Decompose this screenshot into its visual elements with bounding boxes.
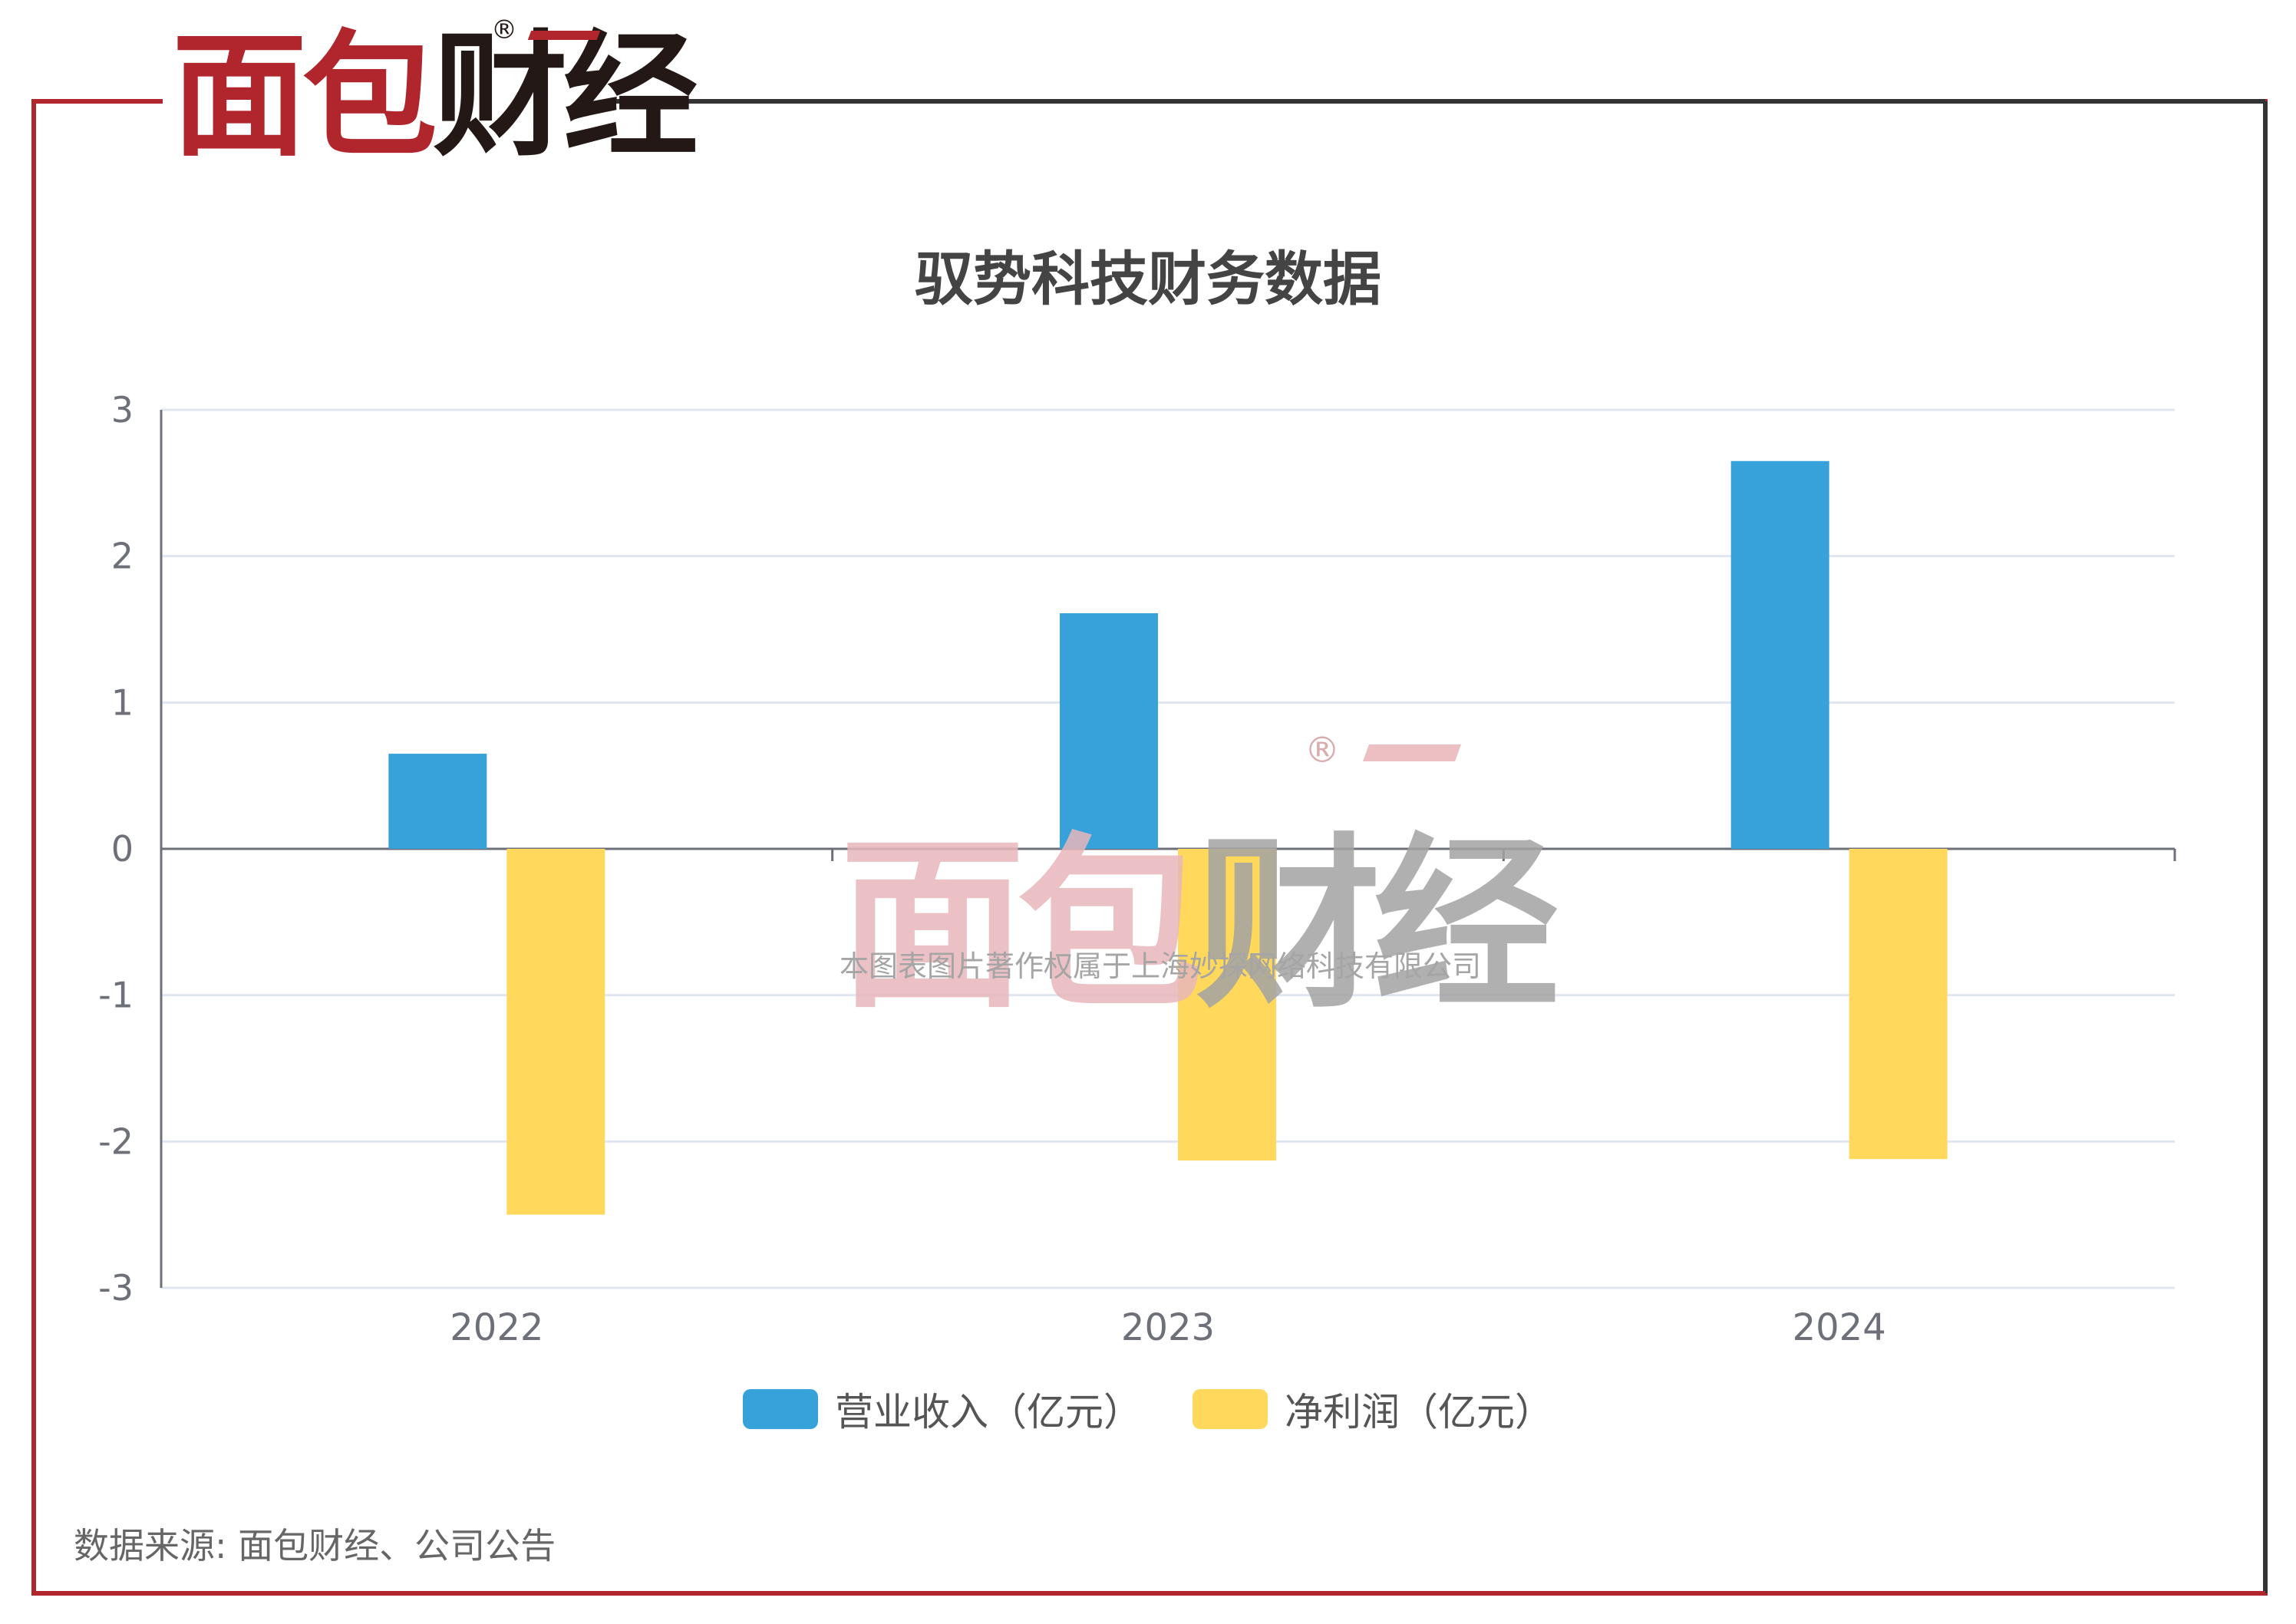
watermark-logo: 面包财经 — [840, 833, 1559, 1018]
watermark-caption: 本图表图片著作权属于上海妙探网络科技有限公司 — [840, 949, 1482, 983]
data-source-note: 数据来源: 面包财经、公司公告 — [74, 1525, 556, 1566]
brand-logo-red: 面包 — [172, 18, 437, 175]
chart-legend: 营业收入（亿元） 净利润（亿元） — [0, 1381, 2296, 1437]
watermark-registered-mark: ® — [1305, 729, 1340, 771]
bar-net-profit-2023 — [1178, 849, 1276, 1161]
y-tick-label: 0 — [111, 828, 134, 870]
x-tick-label: 2022 — [450, 1306, 543, 1349]
x-tick-label: 2023 — [1121, 1306, 1215, 1349]
brand-logo-black: 财经 — [433, 18, 698, 175]
y-tick-label: -1 — [98, 975, 134, 1016]
y-tick-label: 1 — [111, 682, 134, 723]
y-tick-label: 2 — [111, 536, 134, 577]
legend-swatch-net-profit — [1193, 1389, 1268, 1429]
legend-label-net-profit: 净利润（亿元） — [1285, 1390, 1553, 1434]
registered-mark: ® — [491, 15, 517, 45]
legend-label-revenue: 营业收入（亿元） — [835, 1390, 1142, 1434]
chart-title: 驭势科技财务数据 — [915, 245, 1381, 313]
watermark-accent-stroke — [1362, 744, 1462, 761]
y-tick-label: 3 — [111, 389, 134, 431]
watermark-red: 面包 — [840, 817, 1203, 1034]
y-tick-label: -2 — [98, 1121, 134, 1162]
bar-revenue-2023 — [1060, 613, 1158, 849]
legend-swatch-revenue — [743, 1389, 818, 1429]
legend-item-net-profit[interactable]: 净利润（亿元） — [1193, 1381, 1553, 1437]
legend-item-revenue[interactable]: 营业收入（亿元） — [743, 1381, 1142, 1437]
bar-net-profit-2022 — [506, 849, 605, 1215]
bar-net-profit-2024 — [1849, 849, 1948, 1160]
watermark-black: 财经 — [1196, 817, 1559, 1034]
brand-logo: 面包财经 — [172, 29, 698, 164]
x-tick-label: 2024 — [1793, 1306, 1886, 1349]
bar-revenue-2022 — [388, 754, 487, 849]
bar-revenue-2024 — [1730, 460, 1829, 849]
y-tick-label: -3 — [98, 1267, 134, 1309]
